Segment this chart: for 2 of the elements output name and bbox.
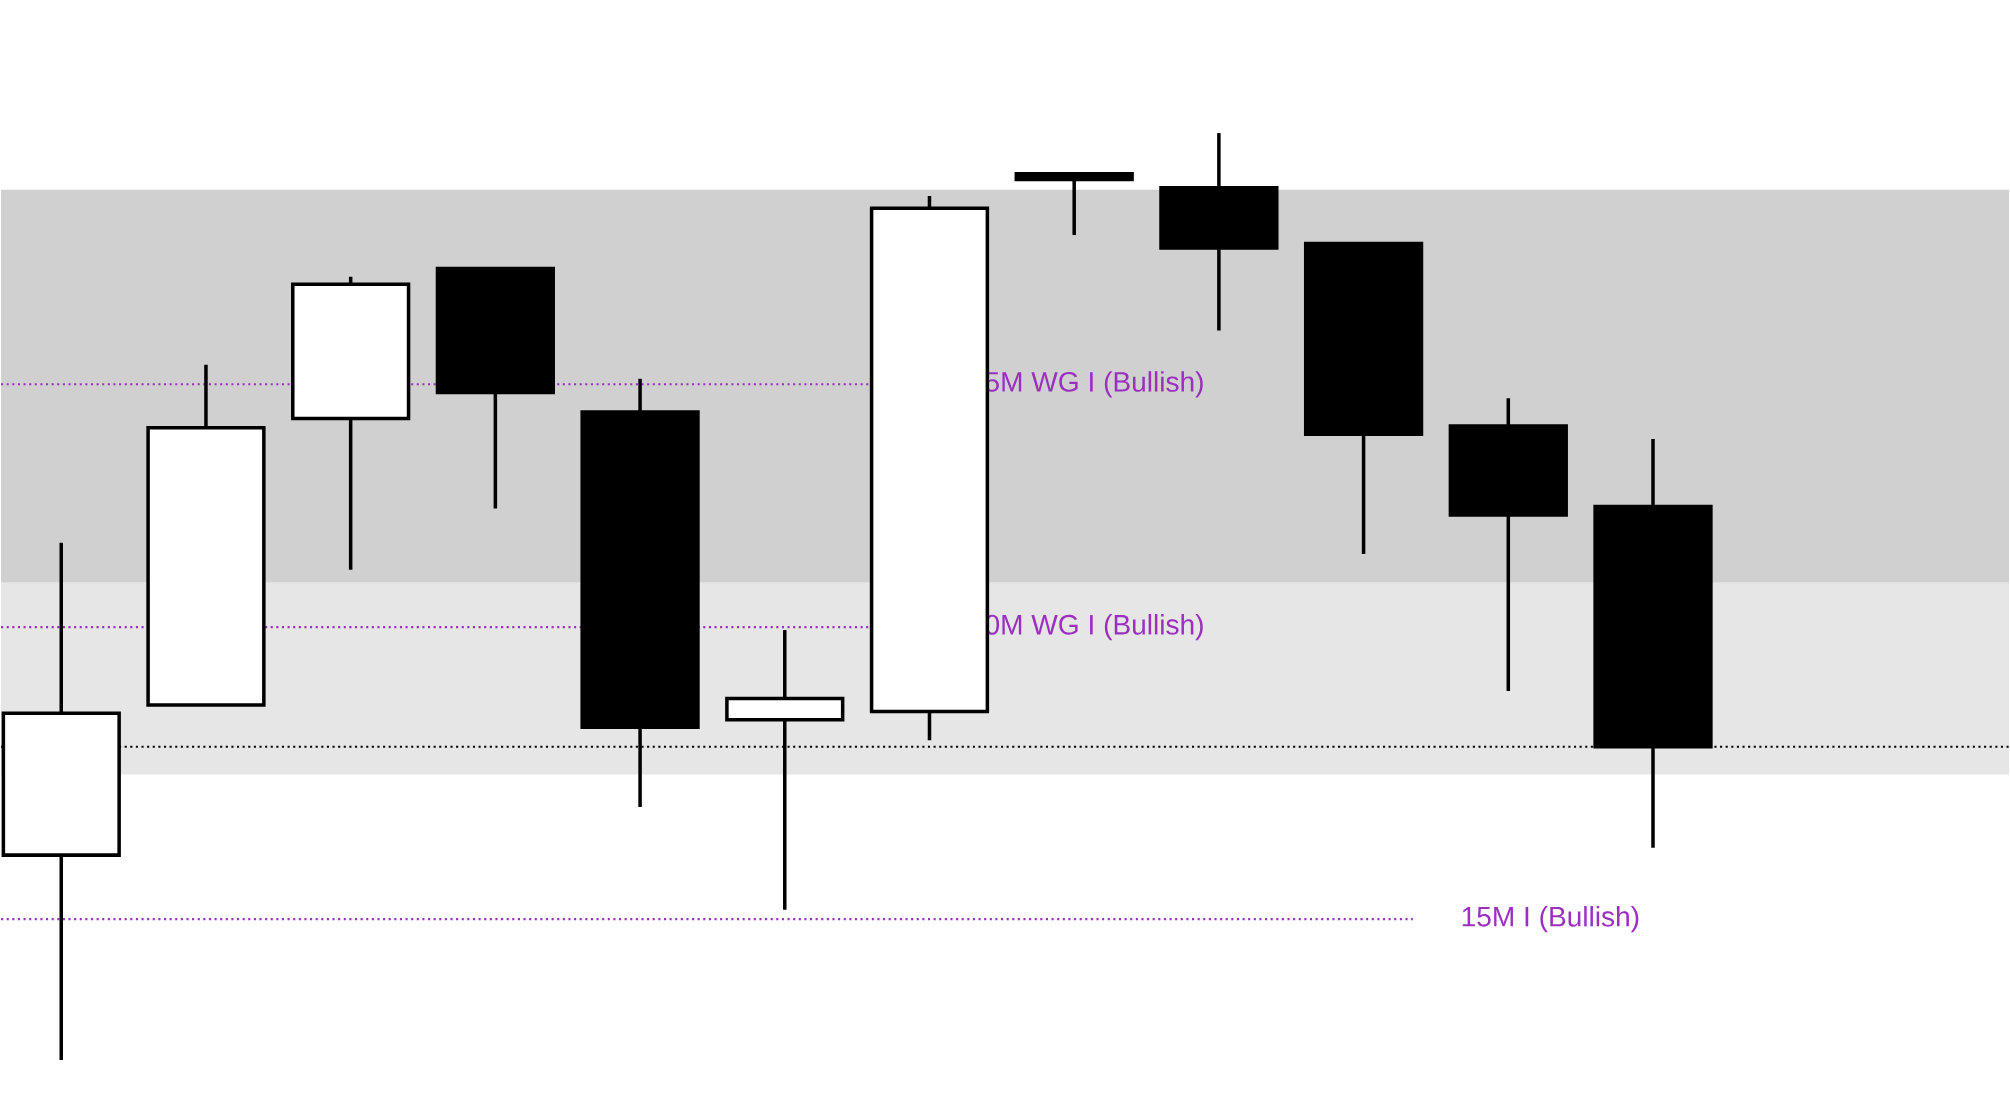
ref-line-label: 15M I (Bullish) [1462, 906, 1639, 933]
candlestick [1014, 172, 1134, 236]
